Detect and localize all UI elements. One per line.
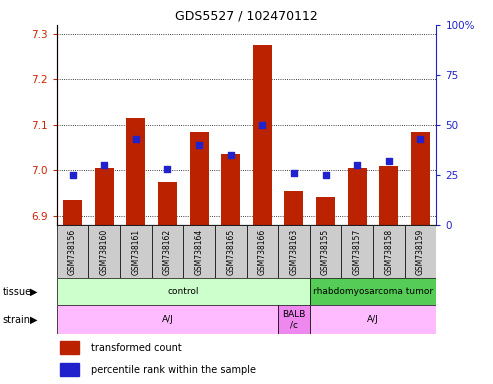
Text: transformed count: transformed count <box>91 343 181 353</box>
Bar <box>316 197 335 225</box>
Point <box>164 166 172 172</box>
Text: rhabdomyosarcoma tumor: rhabdomyosarcoma tumor <box>313 287 433 296</box>
Bar <box>57 305 278 334</box>
Text: ▶: ▶ <box>30 287 37 297</box>
Bar <box>57 278 310 305</box>
Bar <box>158 182 177 225</box>
Point <box>258 122 266 128</box>
Bar <box>61 363 79 376</box>
Point <box>353 162 361 168</box>
Text: GSM738166: GSM738166 <box>258 228 267 275</box>
Point <box>132 136 140 142</box>
Bar <box>348 168 367 225</box>
Bar <box>310 305 436 334</box>
Bar <box>57 225 88 278</box>
Bar <box>278 225 310 278</box>
Bar <box>310 278 436 305</box>
Text: GSM738164: GSM738164 <box>195 228 204 275</box>
Text: A/J: A/J <box>367 315 379 324</box>
Text: GDS5527 / 102470112: GDS5527 / 102470112 <box>175 10 318 23</box>
Text: GSM738155: GSM738155 <box>321 228 330 275</box>
Bar <box>253 45 272 225</box>
Bar <box>183 225 215 278</box>
Text: GSM738162: GSM738162 <box>163 228 172 275</box>
Bar <box>88 225 120 278</box>
Text: GSM738157: GSM738157 <box>352 228 362 275</box>
Bar <box>411 132 430 225</box>
Point <box>321 172 329 178</box>
Bar <box>189 132 209 225</box>
Text: GSM738161: GSM738161 <box>131 228 141 275</box>
Text: GSM738159: GSM738159 <box>416 228 425 275</box>
Bar <box>61 341 79 354</box>
Text: A/J: A/J <box>162 315 174 324</box>
Point <box>227 152 235 158</box>
Text: ▶: ▶ <box>30 314 37 325</box>
Bar <box>405 225 436 278</box>
Point <box>290 170 298 176</box>
Bar <box>221 154 240 225</box>
Text: GSM738163: GSM738163 <box>289 228 298 275</box>
Text: GSM738160: GSM738160 <box>100 228 108 275</box>
Bar <box>373 225 405 278</box>
Bar <box>278 305 310 334</box>
Bar <box>152 225 183 278</box>
Bar <box>95 168 113 225</box>
Bar <box>126 118 145 225</box>
Text: tissue: tissue <box>2 287 32 297</box>
Bar <box>284 190 304 225</box>
Point <box>100 162 108 168</box>
Text: GSM738165: GSM738165 <box>226 228 235 275</box>
Text: BALB
/c: BALB /c <box>282 310 306 329</box>
Text: control: control <box>168 287 199 296</box>
Text: strain: strain <box>2 314 31 325</box>
Text: GSM738156: GSM738156 <box>68 228 77 275</box>
Text: GSM738158: GSM738158 <box>385 228 393 275</box>
Point <box>195 142 203 148</box>
Bar <box>380 166 398 225</box>
Bar <box>215 225 246 278</box>
Point <box>69 172 76 178</box>
Bar <box>63 200 82 225</box>
Bar <box>246 225 278 278</box>
Bar <box>120 225 152 278</box>
Bar <box>341 225 373 278</box>
Text: percentile rank within the sample: percentile rank within the sample <box>91 364 256 375</box>
Point <box>385 158 393 164</box>
Bar <box>310 225 341 278</box>
Point <box>417 136 424 142</box>
